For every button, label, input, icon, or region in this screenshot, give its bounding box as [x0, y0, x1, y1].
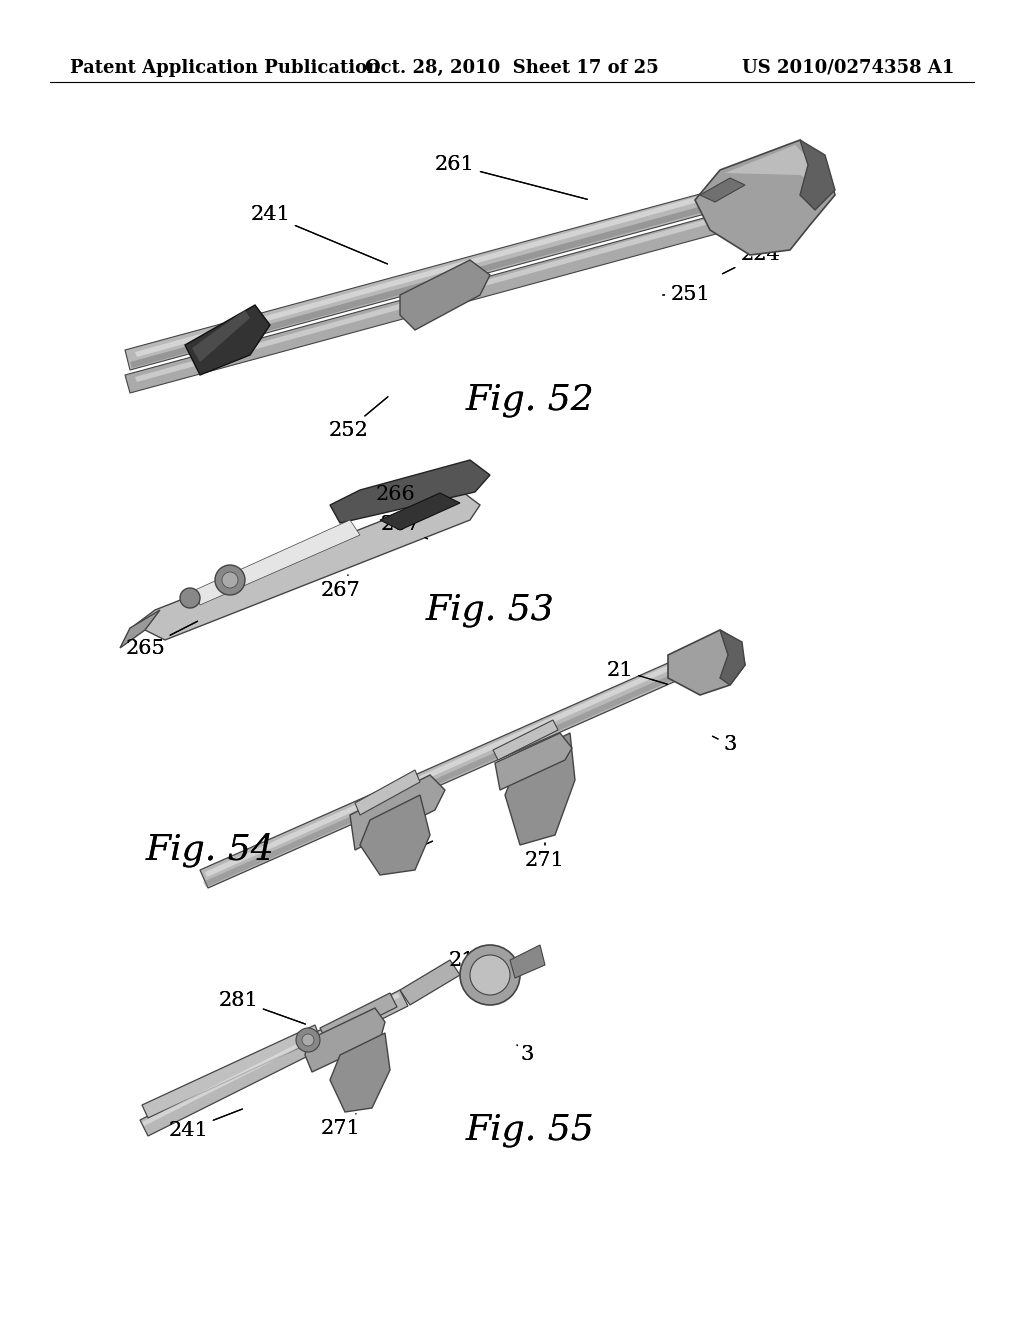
- Polygon shape: [185, 305, 270, 375]
- Polygon shape: [700, 178, 745, 202]
- Text: 241: 241: [250, 206, 387, 264]
- Text: 252: 252: [328, 397, 388, 440]
- Text: Fig. 55: Fig. 55: [466, 1113, 594, 1147]
- Polygon shape: [350, 775, 445, 850]
- Text: 266: 266: [375, 486, 428, 513]
- Text: 21: 21: [606, 660, 668, 684]
- Text: 265: 265: [125, 622, 198, 657]
- Polygon shape: [195, 520, 360, 605]
- Polygon shape: [203, 652, 725, 887]
- Circle shape: [470, 954, 510, 995]
- Polygon shape: [720, 630, 745, 685]
- Text: 241: 241: [380, 841, 432, 866]
- Polygon shape: [193, 310, 250, 362]
- Polygon shape: [380, 492, 460, 531]
- Text: 241: 241: [168, 1109, 243, 1139]
- Polygon shape: [725, 145, 820, 185]
- Polygon shape: [120, 610, 160, 648]
- Polygon shape: [360, 795, 430, 875]
- Text: 271: 271: [321, 1114, 360, 1138]
- Text: 3: 3: [713, 735, 736, 755]
- Text: 271: 271: [321, 1114, 360, 1138]
- Text: 266: 266: [375, 486, 428, 513]
- Text: Fig. 53: Fig. 53: [426, 593, 554, 627]
- Circle shape: [222, 572, 238, 587]
- Text: 271: 271: [525, 843, 565, 870]
- Polygon shape: [142, 1026, 319, 1118]
- Text: 251: 251: [663, 285, 710, 305]
- Text: 281: 281: [218, 990, 305, 1024]
- Circle shape: [215, 565, 245, 595]
- Text: 241: 241: [250, 206, 387, 264]
- Polygon shape: [493, 719, 558, 760]
- Text: 267: 267: [321, 576, 359, 599]
- Text: 261: 261: [435, 156, 588, 199]
- Text: Fig. 54: Fig. 54: [145, 833, 274, 867]
- Text: 252: 252: [328, 397, 388, 440]
- Polygon shape: [135, 490, 480, 640]
- Circle shape: [302, 1034, 314, 1045]
- Circle shape: [460, 945, 520, 1005]
- Polygon shape: [130, 187, 774, 368]
- Polygon shape: [505, 733, 575, 845]
- Text: 261: 261: [435, 156, 588, 199]
- Polygon shape: [495, 733, 572, 789]
- Polygon shape: [695, 140, 835, 255]
- Text: 241: 241: [380, 841, 432, 866]
- Polygon shape: [135, 178, 767, 356]
- Text: Fig. 52: Fig. 52: [466, 383, 594, 417]
- Text: 241: 241: [168, 1109, 243, 1139]
- Polygon shape: [125, 176, 775, 370]
- Polygon shape: [400, 260, 490, 330]
- Text: 251: 251: [663, 285, 710, 305]
- Polygon shape: [305, 1008, 385, 1072]
- Text: 281: 281: [218, 990, 305, 1024]
- Polygon shape: [800, 140, 835, 210]
- Text: 271: 271: [525, 843, 565, 870]
- Text: 267: 267: [380, 516, 427, 539]
- Polygon shape: [680, 649, 720, 678]
- Text: Oct. 28, 2010  Sheet 17 of 25: Oct. 28, 2010 Sheet 17 of 25: [366, 59, 658, 77]
- Polygon shape: [330, 459, 490, 523]
- Text: 267: 267: [380, 516, 427, 539]
- Text: 21: 21: [606, 660, 668, 684]
- Text: 3: 3: [517, 1045, 534, 1064]
- Text: 265: 265: [125, 622, 198, 657]
- Circle shape: [296, 1028, 319, 1052]
- Text: Fig. 54: Fig. 54: [145, 833, 274, 867]
- Polygon shape: [125, 201, 775, 393]
- Text: 224: 224: [723, 246, 780, 273]
- Text: 267: 267: [321, 576, 359, 599]
- Polygon shape: [400, 960, 460, 1005]
- Polygon shape: [355, 770, 420, 814]
- Polygon shape: [142, 993, 400, 1126]
- Text: Patent Application Publication: Patent Application Publication: [70, 59, 380, 77]
- Polygon shape: [205, 643, 720, 876]
- Polygon shape: [510, 945, 545, 978]
- Polygon shape: [330, 1034, 390, 1111]
- Text: 21: 21: [449, 950, 508, 979]
- Polygon shape: [140, 990, 408, 1137]
- Polygon shape: [200, 640, 728, 888]
- Text: 3: 3: [713, 735, 736, 755]
- Polygon shape: [319, 993, 397, 1041]
- Text: Fig. 55: Fig. 55: [466, 1113, 594, 1147]
- Polygon shape: [135, 203, 767, 381]
- Circle shape: [180, 587, 200, 609]
- Text: 3: 3: [517, 1045, 534, 1064]
- Text: Fig. 53: Fig. 53: [426, 593, 554, 627]
- Text: 21: 21: [449, 950, 508, 979]
- Text: 224: 224: [723, 246, 780, 273]
- Text: US 2010/0274358 A1: US 2010/0274358 A1: [741, 59, 954, 77]
- Text: Fig. 52: Fig. 52: [466, 383, 594, 417]
- Polygon shape: [668, 630, 745, 696]
